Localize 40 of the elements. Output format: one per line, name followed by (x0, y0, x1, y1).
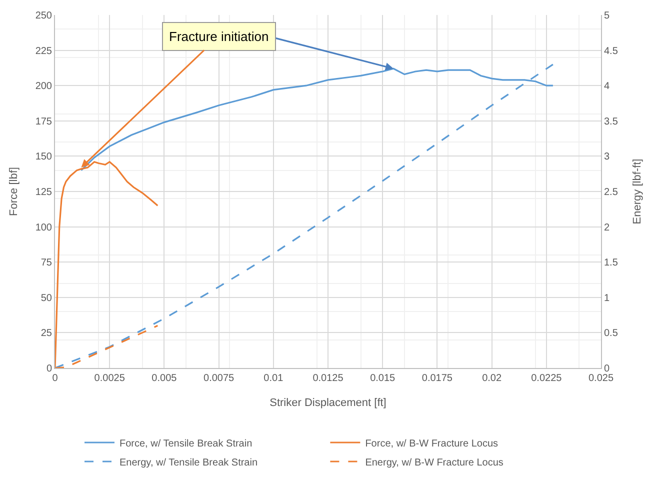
legend-label: Energy, w/ B-W Fracture Locus (365, 457, 504, 468)
y2-tick-label: 0 (604, 364, 610, 374)
y-tick-label: 75 (40, 258, 52, 269)
x-axis-title: Striker Displacement [ft] (270, 397, 386, 410)
y-tick-label: 225 (35, 46, 52, 57)
x-tick-label: 0.02 (482, 373, 502, 384)
y-tick-label: 200 (35, 81, 52, 92)
y2-tick-label: 2 (604, 222, 610, 234)
y2-tick-label: 5 (604, 10, 610, 22)
y-tick-label: 50 (40, 292, 52, 304)
x-tick-label: 0.0025 (94, 373, 126, 384)
y-tick-label: 100 (35, 222, 52, 234)
y-tick-label: 0 (46, 364, 52, 374)
legend-label: Energy, w/ Tensile Break Strain (120, 457, 258, 468)
x-tick-label: 0.0225 (531, 373, 562, 384)
y2-tick-label: 4 (604, 81, 610, 92)
y-tick-label: 150 (35, 152, 52, 163)
x-tick-label: 0.0075 (204, 373, 235, 384)
y2-tick-label: 0.5 (604, 328, 618, 340)
y-tick-label: 25 (40, 328, 52, 340)
y2-tick-label: 2.5 (604, 187, 618, 198)
annotation: Fracture initiation (169, 29, 269, 44)
x-tick-label: 0.005 (152, 373, 178, 384)
y2-tick-label: 3.5 (604, 116, 618, 128)
y-tick-label: 250 (35, 10, 52, 22)
x-tick-label: 0.0175 (422, 373, 453, 384)
x-tick-label: 0.0125 (312, 373, 344, 384)
y2-tick-label: 4.5 (604, 46, 618, 57)
y2-axis-title: Energy [lbf-ft] (632, 158, 644, 224)
y-axis-title: Force [lbf] (8, 167, 20, 216)
y2-tick-label: 3 (604, 152, 610, 163)
y-tick-label: 125 (35, 187, 52, 198)
x-tick-label: 0.025 (588, 373, 614, 384)
y2-tick-label: 1.5 (604, 258, 618, 269)
legend-label: Force, w/ Tensile Break Strain (120, 438, 252, 450)
y-tick-label: 175 (35, 116, 52, 128)
y2-tick-label: 1 (604, 292, 610, 304)
x-tick-label: 0.015 (370, 373, 396, 384)
legend-label: Force, w/ B-W Fracture Locus (365, 438, 498, 450)
x-tick-label: 0.01 (264, 373, 284, 384)
